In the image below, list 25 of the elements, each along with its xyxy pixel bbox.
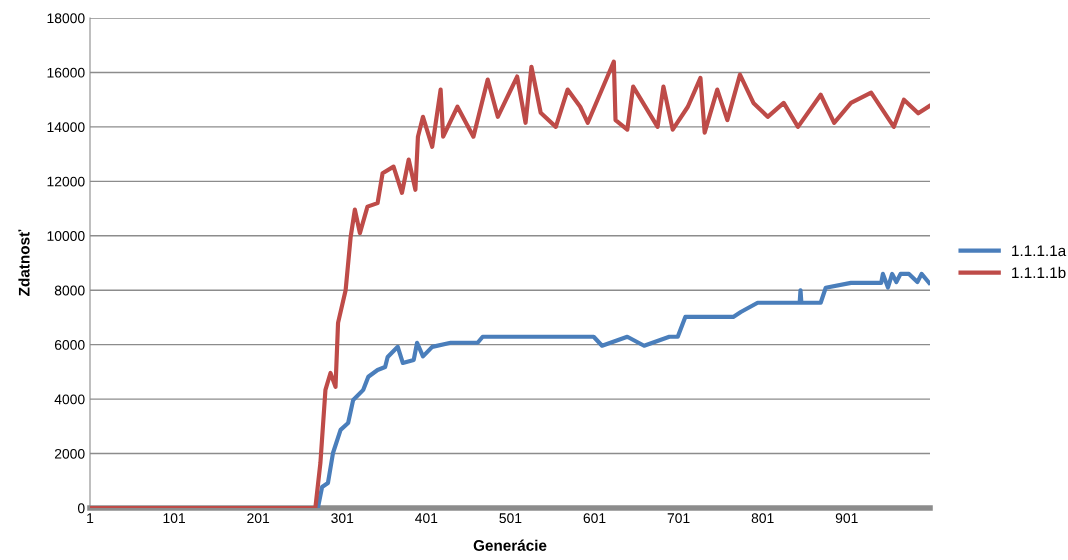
x-tick-label: 201 bbox=[247, 513, 270, 524]
y-tick-label: 14000 bbox=[47, 122, 85, 133]
y-tick-label: 2000 bbox=[54, 448, 85, 459]
x-tick-label: 601 bbox=[583, 513, 606, 524]
y-tick-label: 12000 bbox=[47, 176, 85, 187]
y-tick-label: 4000 bbox=[54, 394, 85, 405]
y-tick-label: 8000 bbox=[54, 285, 85, 296]
y-axis-title: Zdatnosť bbox=[18, 229, 30, 296]
y-tick-label: 10000 bbox=[47, 231, 85, 241]
line-series bbox=[90, 59, 930, 508]
y-tick-label: 6000 bbox=[54, 340, 85, 350]
x-tick-label: 401 bbox=[415, 513, 438, 524]
x-tick-label: 801 bbox=[751, 513, 774, 524]
x-tick-label: 101 bbox=[163, 513, 185, 524]
y-tick-label: 18000 bbox=[47, 13, 85, 24]
x-axis-title: Generácie bbox=[473, 539, 547, 551]
x-tick-label: 1 bbox=[87, 513, 94, 523]
legend-label: 1.1.1.1b bbox=[1012, 266, 1066, 279]
legend-label: 1.1.1.1a bbox=[1012, 245, 1067, 257]
x-tick-label: 901 bbox=[835, 513, 858, 524]
y-tick-label: 0 bbox=[77, 503, 85, 514]
x-tick-label: 301 bbox=[331, 513, 354, 524]
y-tick-label: 16000 bbox=[47, 67, 85, 78]
x-tick-label: 501 bbox=[499, 513, 522, 524]
x-tick-label: 701 bbox=[667, 513, 690, 524]
